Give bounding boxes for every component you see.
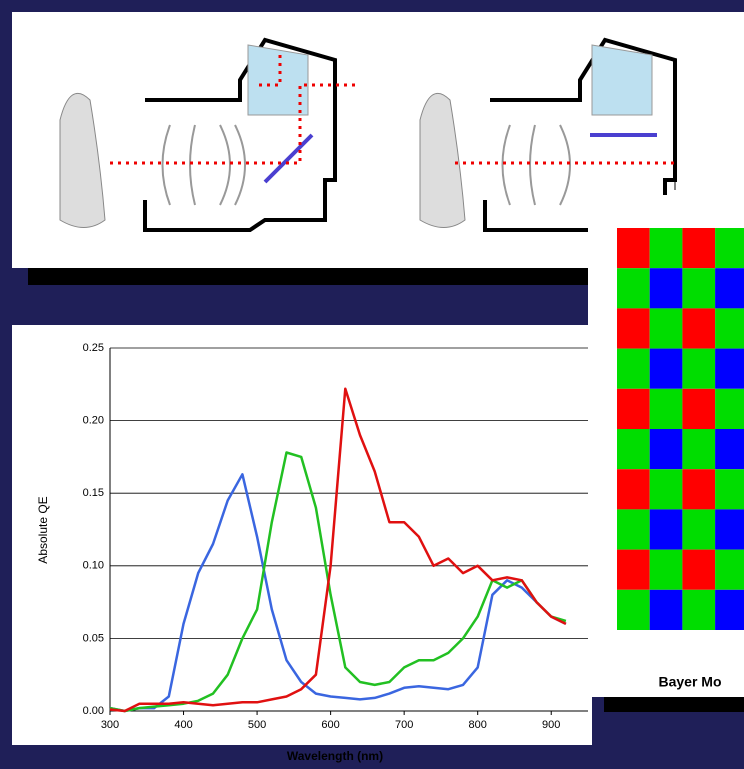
bayer-cell — [715, 509, 744, 549]
bayer-cell — [715, 550, 744, 590]
bayer-cell — [617, 469, 650, 509]
bayer-cell — [715, 308, 744, 348]
bayer-cell — [682, 268, 715, 308]
x-tick-label: 400 — [174, 719, 192, 731]
shadow — [604, 697, 744, 712]
bayer-cell — [617, 389, 650, 429]
bayer-cell — [715, 469, 744, 509]
bayer-cell — [650, 349, 683, 389]
bayer-cell — [617, 509, 650, 549]
bayer-cell — [715, 389, 744, 429]
bayer-cell — [682, 389, 715, 429]
bayer-cell — [715, 268, 744, 308]
bayer-cell — [715, 590, 744, 630]
x-tick-label: 800 — [469, 719, 487, 731]
bayer-cell — [617, 228, 650, 268]
bayer-cell — [650, 268, 683, 308]
bayer-cell — [682, 429, 715, 469]
x-tick-label: 500 — [248, 719, 266, 731]
bayer-cell — [617, 308, 650, 348]
bayer-cell — [650, 550, 683, 590]
bayer-grid — [617, 228, 744, 630]
bayer-cell — [682, 349, 715, 389]
x-tick-label: 700 — [395, 719, 413, 731]
bayer-cell — [715, 429, 744, 469]
bayer-cell — [617, 590, 650, 630]
bayer-cell — [650, 228, 683, 268]
bayer-cell — [650, 469, 683, 509]
x-tick-label: 600 — [321, 719, 339, 731]
x-axis-label: Wavelength (nm) — [287, 749, 383, 763]
bayer-cell — [617, 429, 650, 469]
slide: Absolute QE Wavelength (nm) 0.00 0.05 0.10… — [0, 0, 744, 769]
bayer-cell — [715, 349, 744, 389]
y-tick-label: 0.20 — [83, 415, 104, 427]
y-axis-label: Absolute QE — [36, 496, 50, 563]
y-tick-label: 0.00 — [83, 705, 104, 717]
bayer-cell — [650, 389, 683, 429]
annotation: Bayer Mo — [658, 674, 721, 690]
bayer-cell — [650, 429, 683, 469]
y-tick-label: 0.10 — [83, 560, 104, 572]
bayer-cell — [650, 509, 683, 549]
bayer-cell — [682, 308, 715, 348]
y-tick-label: 0.25 — [83, 342, 104, 354]
bayer-cell — [682, 509, 715, 549]
x-tick-label: 900 — [542, 719, 560, 731]
bayer-cell — [617, 550, 650, 590]
bayer-cell — [617, 268, 650, 308]
bayer-cell — [682, 590, 715, 630]
bayer-cell — [715, 228, 744, 268]
bayer-cell — [617, 349, 650, 389]
bayer-cell — [682, 469, 715, 509]
y-tick-label: 0.15 — [83, 487, 104, 499]
shadow — [28, 268, 590, 285]
bayer-cell — [650, 590, 683, 630]
bayer-cell — [650, 308, 683, 348]
bayer-cell — [682, 228, 715, 268]
x-tick-label: 300 — [101, 719, 119, 731]
bayer-cell — [682, 550, 715, 590]
y-tick-label: 0.05 — [83, 632, 104, 644]
